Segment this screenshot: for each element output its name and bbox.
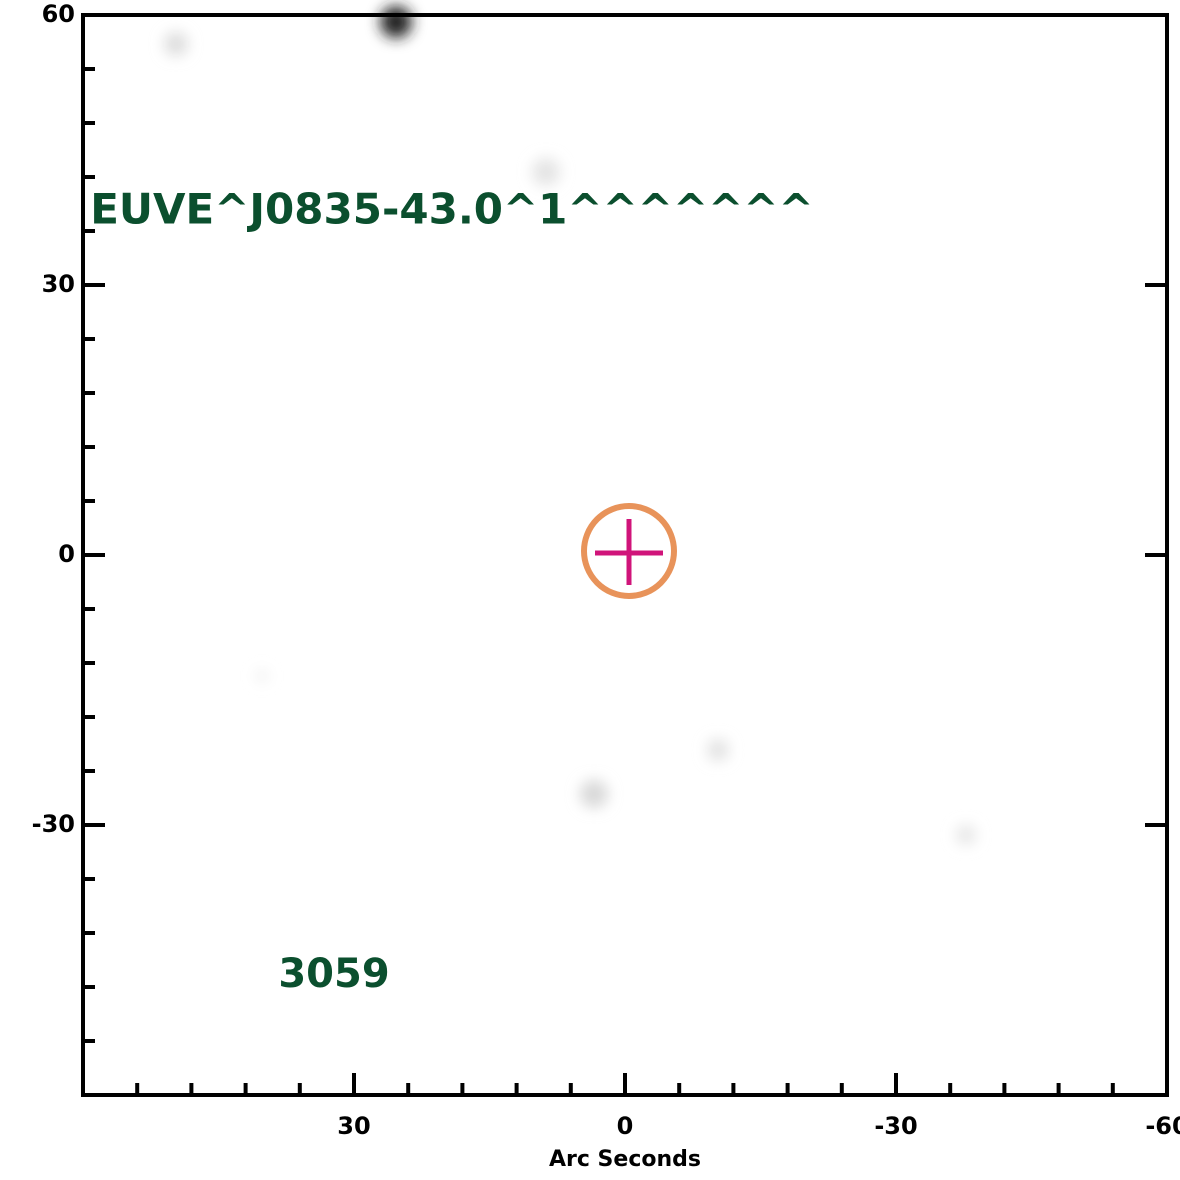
x-axis-label: Arc Seconds — [549, 1147, 701, 1172]
y-tick-label: 0 — [58, 540, 75, 568]
x-tick-label: 30 — [337, 1112, 370, 1140]
y-tick-label: -30 — [32, 810, 75, 838]
source-blob — [256, 670, 268, 682]
annotation: 3059 — [278, 951, 389, 997]
image-sources — [164, 6, 976, 845]
source-blob — [707, 739, 729, 761]
y-tick-label: 60 — [42, 0, 75, 28]
source-blob — [956, 825, 976, 845]
source-blob — [580, 780, 608, 808]
x-tick-label: 0 — [617, 1112, 634, 1140]
x-tick-label: -30 — [874, 1112, 917, 1140]
annotation: EUVE^J0835-43.0^1^^^^^^^ — [90, 185, 814, 234]
source-blob — [532, 158, 560, 186]
source-blob — [380, 6, 412, 38]
source-blob — [164, 32, 188, 56]
y-tick-label: 30 — [42, 270, 75, 298]
x-tick-label: -60 — [1145, 1112, 1180, 1140]
target-circle — [581, 503, 677, 599]
